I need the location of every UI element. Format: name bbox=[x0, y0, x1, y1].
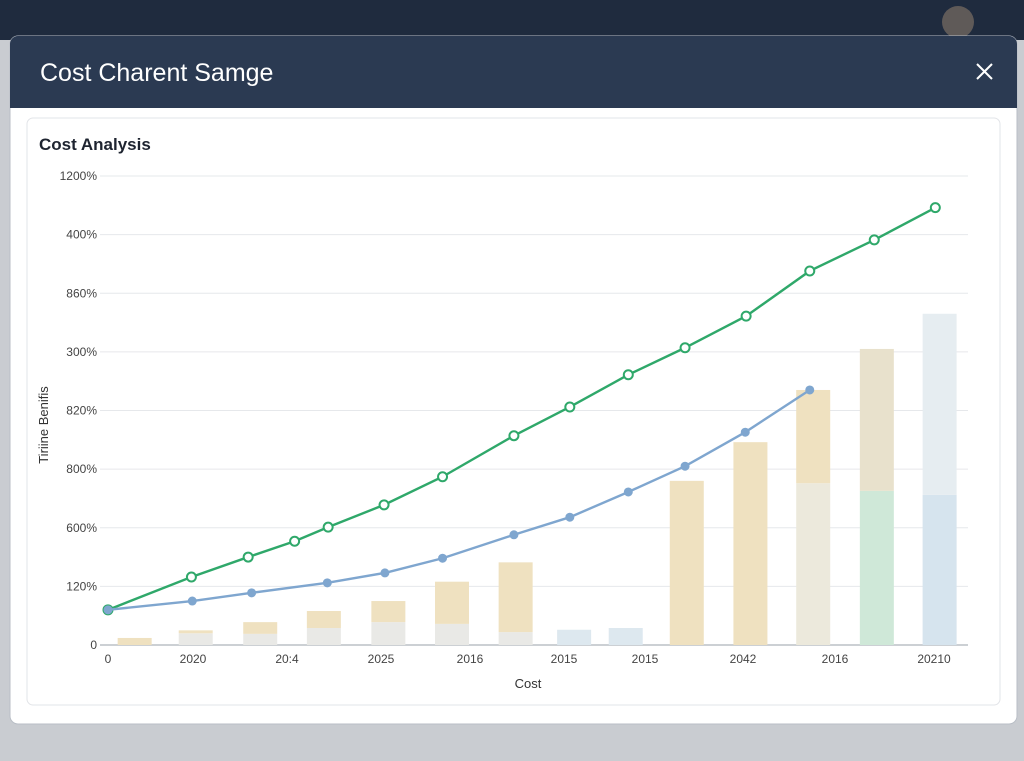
bar-base bbox=[796, 483, 831, 645]
x-tick-label: 2015 bbox=[551, 652, 578, 666]
y-tick-label: 400% bbox=[66, 228, 97, 242]
series-marker bbox=[868, 234, 880, 246]
series-marker bbox=[438, 553, 448, 563]
y-tick-label: 820% bbox=[66, 404, 97, 418]
x-tick-label: 0 bbox=[105, 652, 112, 666]
x-tick-label: 2016 bbox=[822, 652, 849, 666]
bar-base bbox=[435, 623, 469, 645]
bar-top bbox=[306, 610, 341, 628]
bar-top bbox=[117, 637, 152, 645]
y-tick-label: 300% bbox=[66, 345, 97, 359]
bar-base bbox=[608, 627, 643, 645]
bar-base bbox=[371, 622, 406, 645]
series-marker bbox=[187, 596, 197, 606]
modal-title: Cost Charent Samge bbox=[40, 59, 273, 87]
bar-base bbox=[922, 494, 957, 645]
x-tick-label: 2016 bbox=[457, 652, 484, 666]
x-tick-label: 2020 bbox=[180, 652, 207, 666]
bar-top bbox=[371, 601, 406, 623]
bar-top bbox=[435, 581, 469, 624]
series-marker bbox=[679, 342, 691, 354]
avatar bbox=[942, 6, 974, 38]
chart-title: Cost Analysis bbox=[39, 135, 151, 154]
y-axis-label: Tiriine Benifis bbox=[36, 386, 51, 464]
series-marker bbox=[380, 568, 390, 578]
series-marker bbox=[322, 521, 334, 533]
y-tick-label: 1200% bbox=[60, 169, 98, 183]
y-tick-label: 800% bbox=[66, 462, 97, 476]
bar-base bbox=[557, 629, 592, 645]
bar-top bbox=[498, 562, 533, 633]
series-marker bbox=[378, 499, 390, 511]
modal-header bbox=[10, 36, 1017, 108]
bar-top bbox=[178, 630, 213, 634]
series-marker bbox=[103, 605, 113, 615]
series-marker bbox=[437, 471, 449, 483]
series-marker bbox=[508, 430, 520, 442]
series-marker bbox=[564, 401, 576, 413]
y-tick-label: 120% bbox=[66, 579, 97, 593]
bar-top bbox=[796, 389, 831, 484]
bar-base bbox=[498, 632, 533, 645]
series-marker bbox=[622, 369, 634, 381]
series-marker bbox=[740, 427, 750, 437]
app-header bbox=[0, 0, 1024, 40]
series-marker bbox=[509, 530, 519, 540]
series-marker bbox=[565, 512, 575, 522]
series-marker bbox=[740, 310, 752, 322]
bar-top bbox=[922, 313, 957, 495]
series-marker bbox=[929, 202, 941, 214]
y-tick-label: 860% bbox=[66, 286, 97, 300]
series-marker bbox=[242, 551, 254, 563]
x-tick-label: 20:4 bbox=[275, 652, 299, 666]
x-tick-label: 2015 bbox=[632, 652, 659, 666]
series-marker bbox=[623, 487, 633, 497]
bar-top bbox=[243, 622, 278, 634]
close-icon[interactable] bbox=[976, 63, 993, 80]
bar-top bbox=[733, 442, 768, 645]
series-marker bbox=[289, 535, 301, 547]
series-marker bbox=[322, 578, 332, 588]
bar-base bbox=[859, 490, 894, 645]
bar-base bbox=[178, 633, 213, 645]
x-tick-label: 2042 bbox=[730, 652, 757, 666]
series-marker bbox=[247, 588, 257, 598]
x-tick-label: 20210 bbox=[917, 652, 951, 666]
bar-base bbox=[306, 627, 341, 645]
series-marker bbox=[680, 461, 690, 471]
y-tick-label: 600% bbox=[66, 521, 97, 535]
y-tick-label: 0 bbox=[90, 638, 97, 652]
plot: 0 120% 600% 800% 820% 300% 860% 400% 1200% 0 2020 2… bbox=[60, 169, 968, 666]
series-marker bbox=[805, 385, 815, 395]
bar-base bbox=[243, 633, 278, 645]
bar-top bbox=[859, 348, 894, 491]
bar-top bbox=[669, 480, 704, 645]
series-marker bbox=[804, 265, 816, 277]
series-marker bbox=[185, 571, 197, 583]
series-line bbox=[107, 388, 811, 612]
close-button[interactable] bbox=[976, 63, 993, 80]
x-tick-label: 2025 bbox=[368, 652, 395, 666]
x-axis-label: Cost bbox=[515, 676, 542, 691]
